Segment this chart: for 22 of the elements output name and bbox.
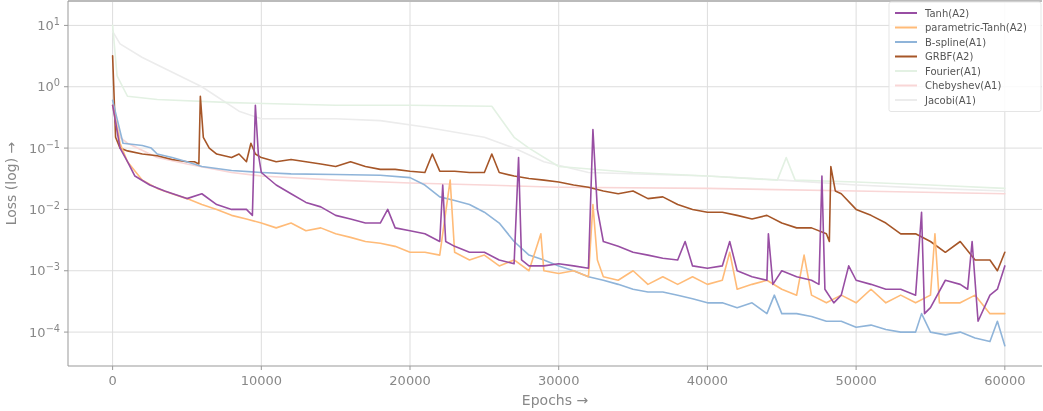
y-tick-label: 10$^{−1}$ bbox=[29, 138, 60, 156]
legend-label: parametric-Tanh(A2) bbox=[925, 22, 1027, 33]
legend-label: GRBF(A2) bbox=[925, 51, 974, 62]
x-tick-label: 10000 bbox=[240, 373, 282, 388]
y-tick-label: 10$^{−4}$ bbox=[29, 322, 60, 340]
x-tick-label: 50000 bbox=[835, 373, 877, 388]
legend-label: Fourier(A1) bbox=[925, 65, 982, 77]
y-tick-label: 10$^{−2}$ bbox=[29, 199, 60, 217]
y-tick-label: 10$^{1}$ bbox=[37, 15, 60, 33]
legend-label: Jacobi(A1) bbox=[924, 94, 976, 106]
legend-label: B-spline(A1) bbox=[925, 36, 987, 48]
x-tick-label: 0 bbox=[108, 373, 117, 388]
legend-label: Tanh(A2) bbox=[924, 7, 970, 19]
x-tick-label: 60000 bbox=[984, 373, 1026, 388]
y-axis-title: Loss (log) → bbox=[3, 141, 19, 226]
legend-label: Chebyshev(A1) bbox=[925, 80, 1002, 91]
y-tick-label: 10$^{−3}$ bbox=[29, 260, 60, 279]
x-tick-label: 20000 bbox=[389, 373, 431, 388]
y-tick-label: 10$^{0}$ bbox=[37, 76, 60, 95]
x-tick-label: 40000 bbox=[686, 373, 729, 388]
x-axis-title: Epochs → bbox=[521, 392, 589, 408]
x-tick-label: 30000 bbox=[538, 373, 580, 388]
